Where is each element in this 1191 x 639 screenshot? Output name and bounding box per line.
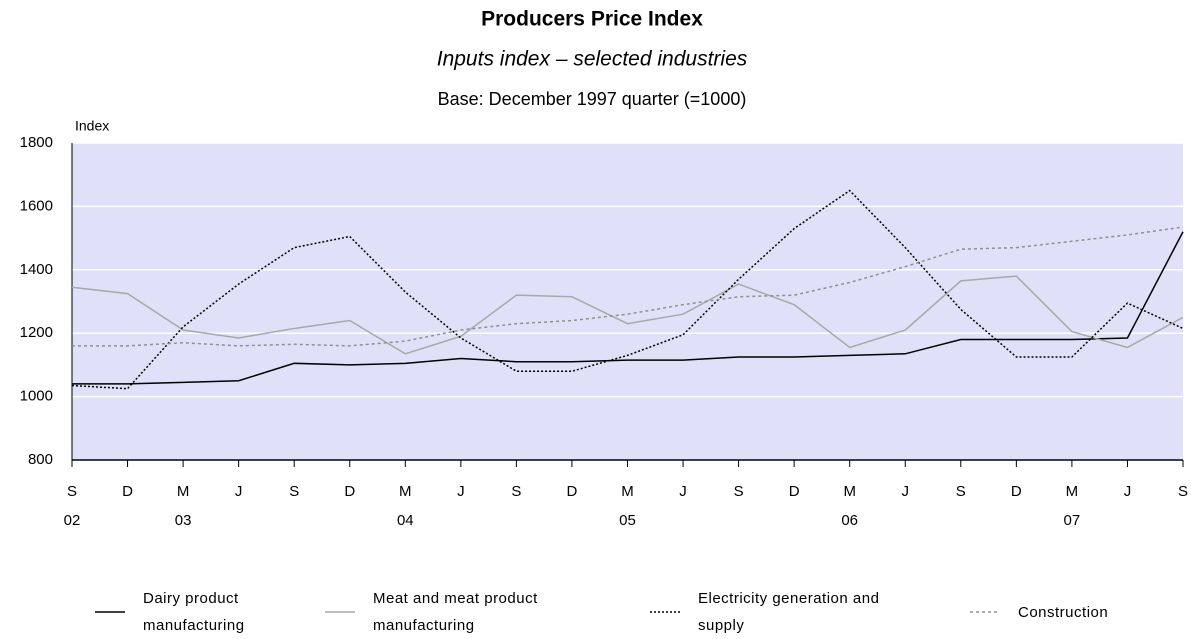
chart-title: Producers Price Index	[481, 8, 703, 31]
x-tick-label: M	[843, 483, 856, 500]
x-tick-label: M	[177, 483, 190, 500]
series-line	[71, 189, 1184, 390]
y-tick-label: 800	[28, 451, 53, 468]
legend-entry: Meat and meat product manufacturing	[325, 585, 613, 639]
x-year-label: 02	[64, 512, 81, 529]
y-tick-label: 1400	[20, 261, 53, 278]
x-year-label: 05	[619, 512, 636, 529]
y-axis-label: Index	[75, 118, 109, 134]
x-tick-label: S	[1178, 483, 1188, 500]
x-tick-label: S	[956, 483, 966, 500]
legend-label: Dairy product manufacturing	[143, 590, 245, 634]
x-tick-label: D	[1011, 483, 1022, 500]
legend-swatch	[650, 611, 680, 613]
series-line	[72, 231, 1184, 385]
plot-background	[72, 143, 1183, 460]
x-tick-label: S	[67, 483, 77, 500]
x-tick-label: J	[235, 483, 243, 500]
chart-subtitle: Inputs index – selected industries	[437, 48, 748, 71]
x-tick-label: S	[734, 483, 744, 500]
x-tick-label: D	[122, 483, 133, 500]
x-tick-label: J	[1124, 483, 1132, 500]
x-tick-label: S	[511, 483, 521, 500]
base-note: Base: December 1997 quarter (=1000)	[438, 89, 747, 109]
x-tick-label: S	[289, 483, 299, 500]
legend-entry: Construction	[970, 585, 1178, 639]
x-year-label: 04	[397, 512, 414, 529]
legend-swatch	[970, 611, 1000, 613]
legend-label: Construction	[1018, 603, 1109, 621]
x-tick-label: D	[344, 483, 355, 500]
x-tick-label: J	[902, 483, 910, 500]
series-line	[71, 275, 1184, 355]
legend-label: Electricity generation and supply	[698, 590, 880, 634]
legend-swatch	[325, 611, 355, 613]
legend: Dairy product manufacturing Meat and meat…	[0, 585, 1191, 639]
x-tick-label: J	[457, 483, 465, 500]
x-year-label: 06	[841, 512, 858, 529]
y-tick-label: 1000	[20, 388, 53, 405]
legend-entry: Electricity generation and supply	[650, 585, 913, 639]
x-tick-label: J	[679, 483, 687, 500]
x-year-label: 03	[175, 512, 192, 529]
x-year-label: 07	[1064, 512, 1081, 529]
legend-label: Meat and meat product manufacturing	[373, 590, 538, 634]
x-tick-label: D	[567, 483, 578, 500]
x-tick-label: M	[1066, 483, 1079, 500]
y-tick-label: 1800	[20, 134, 53, 151]
legend-entry: Dairy product manufacturing	[95, 585, 283, 639]
x-tick-label: M	[399, 483, 412, 500]
legend-swatch	[95, 611, 125, 613]
y-tick-label: 1200	[20, 324, 53, 341]
chart: Producers Price Index Inputs index – sel…	[20, 8, 1188, 529]
y-tick-label: 1600	[20, 197, 53, 214]
x-tick-label: D	[789, 483, 800, 500]
x-tick-label: M	[621, 483, 634, 500]
